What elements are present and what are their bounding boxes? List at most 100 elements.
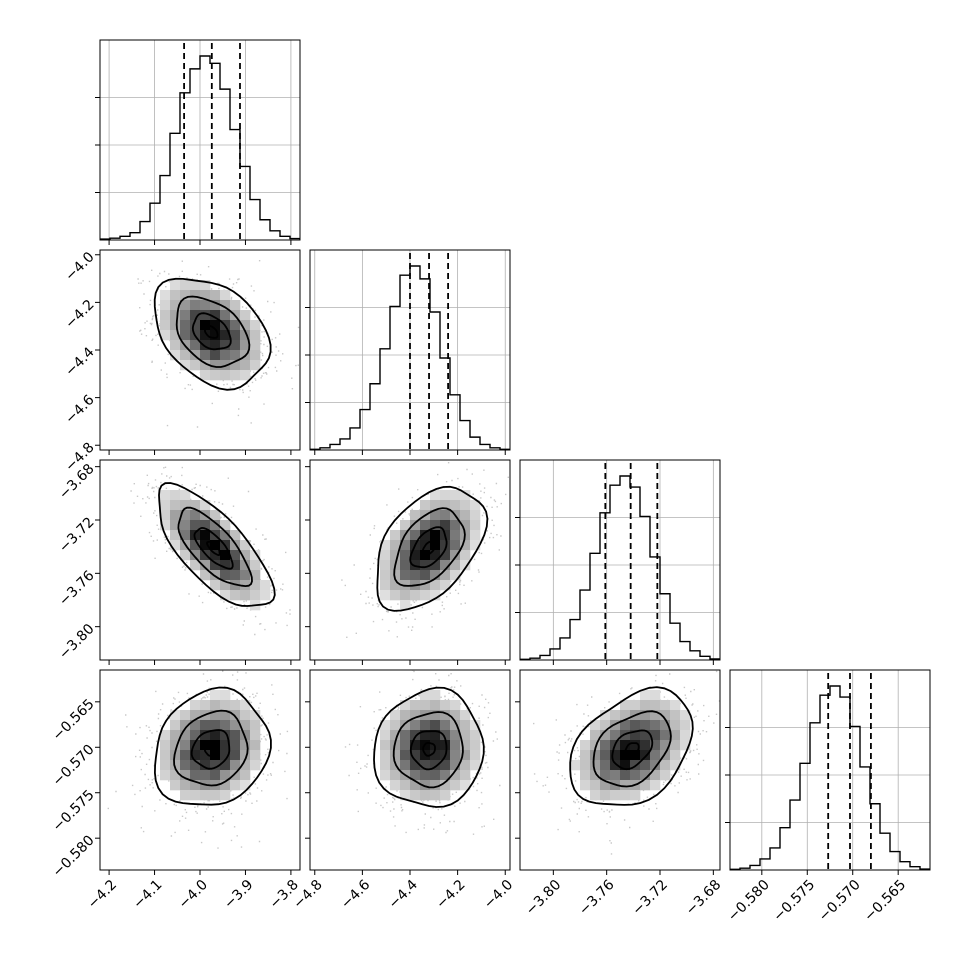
- density-cell: [240, 330, 251, 341]
- density-cell: [170, 300, 181, 311]
- density-cell: [240, 700, 251, 711]
- density-cell: [640, 770, 651, 781]
- density-cell: [400, 720, 411, 731]
- density-cell: [230, 340, 241, 351]
- density-cell: [180, 780, 191, 791]
- density-cell: [570, 760, 581, 771]
- density-cell: [200, 770, 211, 781]
- x-tick-label: −4.0: [176, 877, 211, 912]
- density-cell: [610, 750, 621, 761]
- density-cell: [380, 590, 391, 601]
- density-cell: [440, 550, 451, 561]
- density-cell: [440, 720, 451, 731]
- density-cell: [250, 560, 261, 571]
- density-cell: [160, 760, 171, 771]
- density-cell: [430, 530, 441, 541]
- density-cell: [660, 720, 671, 731]
- density-cell: [460, 550, 471, 561]
- density-cell: [440, 780, 451, 791]
- density-cell: [590, 730, 601, 741]
- density-cell: [230, 700, 241, 711]
- density-cell: [240, 580, 251, 591]
- y-tick-label: −3.72: [56, 514, 98, 556]
- density-cell: [210, 520, 221, 531]
- density-cell: [240, 750, 251, 761]
- density-cell: [460, 560, 471, 571]
- density-cell: [220, 790, 231, 801]
- density-cell: [220, 570, 231, 581]
- density-cell: [410, 570, 421, 581]
- density-cell: [450, 730, 461, 741]
- density-cell: [180, 750, 191, 761]
- density-cell: [200, 310, 211, 321]
- density-cell: [400, 540, 411, 551]
- density-cell: [180, 530, 191, 541]
- x-tick-label: −4.6: [338, 877, 373, 912]
- density-cell: [240, 370, 251, 381]
- density-cell: [630, 700, 641, 711]
- density-cell: [240, 310, 251, 321]
- density-cell: [190, 500, 201, 511]
- hist-panel-1: [95, 39, 301, 245]
- density-cell: [650, 750, 661, 761]
- density-cell: [160, 500, 171, 511]
- density-cell: [590, 790, 601, 801]
- density-cell: [670, 740, 681, 751]
- density-cell: [430, 790, 441, 801]
- panel-frame: [729, 669, 931, 871]
- density-cell: [190, 520, 201, 531]
- density-cell: [400, 560, 411, 571]
- density-cell: [420, 730, 431, 741]
- density-cell: [180, 300, 191, 311]
- density-cell: [410, 700, 421, 711]
- density-cell: [170, 500, 181, 511]
- density-cell: [220, 370, 231, 381]
- density-cell: [240, 590, 251, 601]
- density-cell: [200, 750, 211, 761]
- density-cell: [160, 330, 171, 341]
- density-cell: [380, 570, 391, 581]
- density-cell: [460, 770, 471, 781]
- density-cell: [470, 540, 481, 551]
- density-cell: [180, 290, 191, 301]
- density-cell: [400, 520, 411, 531]
- density-cell: [430, 750, 441, 761]
- density-cell: [210, 290, 221, 301]
- density-cell: [200, 720, 211, 731]
- density-cell: [170, 310, 181, 321]
- density-cell: [430, 700, 441, 711]
- density-cell: [220, 590, 231, 601]
- density-cell: [210, 710, 221, 721]
- density-cell: [450, 780, 461, 791]
- density-cell: [160, 310, 171, 321]
- density-cell: [590, 750, 601, 761]
- density-cell: [180, 320, 191, 331]
- contour-line: [611, 729, 654, 771]
- density-cell: [180, 760, 191, 771]
- density-cell: [430, 560, 441, 571]
- density-cell: [640, 720, 651, 731]
- density-cell: [250, 340, 261, 351]
- density-cell: [620, 700, 631, 711]
- density-cell: [200, 540, 211, 551]
- density-cell: [210, 580, 221, 591]
- contour-line: [206, 540, 221, 556]
- density-cell: [620, 730, 631, 741]
- density-cell: [400, 750, 411, 761]
- density-cell: [450, 770, 461, 781]
- density-cell: [200, 350, 211, 361]
- density-cell: [230, 540, 241, 551]
- y-tick-label: −0.570: [50, 742, 98, 790]
- density-cell: [640, 700, 651, 711]
- density-cell: [400, 740, 411, 751]
- density-cell: [470, 760, 481, 771]
- density-cell: [430, 720, 441, 731]
- density-cell: [430, 550, 441, 561]
- density-cell: [190, 710, 201, 721]
- density-cell: [630, 790, 641, 801]
- density-cell: [410, 750, 421, 761]
- density-cell: [670, 760, 681, 771]
- density-cell: [190, 700, 201, 711]
- density-cell: [200, 340, 211, 351]
- density-cell: [590, 740, 601, 751]
